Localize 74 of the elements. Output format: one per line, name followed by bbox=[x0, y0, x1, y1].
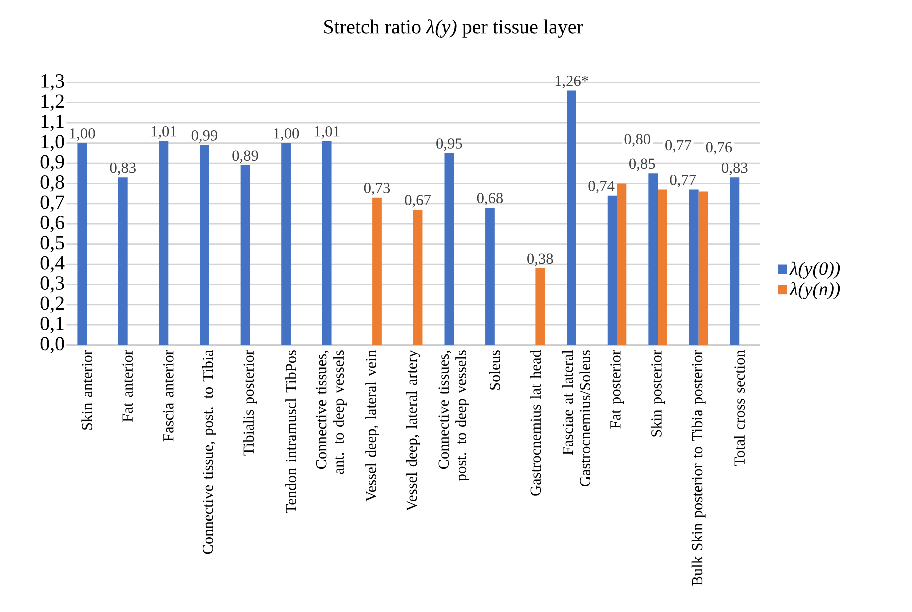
y-tick-label: 1,1 bbox=[42, 114, 64, 132]
x-tick-label: Tendon intramuscl TibPos bbox=[286, 350, 296, 514]
data-label: 1,00 bbox=[274, 128, 300, 142]
x-tick-label: Tibialis posterior bbox=[243, 350, 258, 456]
data-label: 0,89 bbox=[232, 150, 258, 164]
data-label: 0,74 bbox=[588, 181, 615, 194]
x-tick-label: Connective tissues, post. to deep vessels bbox=[438, 350, 470, 482]
y-tick-label: 0,5 bbox=[40, 236, 64, 252]
y-tick-label: 1,2 bbox=[42, 94, 64, 112]
y-tick-label: 0,7 bbox=[40, 196, 64, 212]
bar bbox=[159, 141, 169, 346]
x-tick-label: Fascia anterior bbox=[163, 350, 174, 442]
bar bbox=[730, 178, 740, 346]
data-label: 1,26* bbox=[556, 76, 588, 88]
x-tick-label: Fat anterior bbox=[122, 350, 133, 422]
x-tick-label: Gastrocnemius lat head bbox=[530, 350, 542, 496]
bar bbox=[648, 174, 658, 346]
x-tick-label: Soleus bbox=[490, 350, 500, 390]
data-label: 0,95 bbox=[436, 138, 462, 152]
y-tick-label: 0,1 bbox=[40, 316, 64, 334]
legend-label: λ(y(n)) bbox=[790, 282, 840, 300]
data-label: 0,83 bbox=[110, 162, 136, 176]
bar bbox=[200, 145, 210, 346]
bar bbox=[413, 210, 423, 346]
bar bbox=[444, 153, 454, 346]
data-label: 1,00 bbox=[70, 128, 96, 142]
data-label: 0,73 bbox=[364, 183, 390, 196]
x-tick-label: Bulk Skin posterior to Tibia posterior bbox=[692, 350, 706, 586]
bar bbox=[698, 192, 708, 346]
data-label: 0,85 bbox=[630, 158, 656, 172]
data-label: 0,83 bbox=[722, 162, 748, 176]
data-label: 1,01 bbox=[315, 126, 340, 139]
bar bbox=[118, 178, 128, 346]
x-tick-label: Vessel deep, lateral vein bbox=[366, 350, 380, 502]
bar bbox=[567, 90, 576, 346]
y-tick-label: 1,3 bbox=[42, 74, 64, 91]
chart-title: Stretch ratio λ(y) per tissue layer bbox=[324, 20, 584, 38]
y-tick-label: 0,2 bbox=[40, 296, 64, 314]
bar bbox=[322, 141, 332, 346]
x-tick-label: Connective tissues, ant. to deep vessels bbox=[316, 350, 348, 474]
bar bbox=[617, 184, 627, 346]
data-label: 0,38 bbox=[528, 254, 554, 266]
y-tick-label: 1,0 bbox=[42, 135, 64, 152]
x-tick-label: Skin posterior bbox=[651, 350, 665, 437]
bar bbox=[486, 208, 495, 346]
data-label: 0,80 bbox=[624, 134, 650, 147]
data-label: 0,99 bbox=[192, 130, 218, 144]
data-label: 1,01 bbox=[152, 126, 176, 139]
y-tick-label: 0,3 bbox=[40, 276, 64, 293]
x-tick-label: Vessel deep, lateral artery bbox=[406, 350, 420, 512]
y-tick-label: 0,8 bbox=[40, 176, 64, 192]
y-tick-label: 0,6 bbox=[40, 216, 64, 232]
data-label: 0,77 bbox=[666, 140, 692, 153]
y-tick-label: 0,4 bbox=[40, 256, 65, 273]
bar bbox=[608, 196, 618, 346]
x-tick-label: Skin anterior bbox=[82, 350, 92, 430]
bar bbox=[282, 143, 291, 346]
data-label: 0,77 bbox=[670, 174, 696, 188]
y-tick-label: 0,0 bbox=[40, 337, 64, 354]
bar bbox=[372, 198, 382, 346]
bar bbox=[536, 268, 546, 346]
x-tick-label: Total cross section bbox=[734, 350, 746, 466]
bar bbox=[240, 166, 250, 346]
bar bbox=[658, 190, 668, 346]
x-tick-label: Fasciae at lateral Gastrocnemius/Soleus bbox=[562, 350, 591, 487]
legend-label: λ(y(0)) bbox=[790, 262, 840, 280]
bar bbox=[689, 190, 699, 346]
data-label: 0,68 bbox=[477, 193, 504, 206]
x-tick-label: Fat posterior bbox=[610, 350, 624, 429]
bar bbox=[78, 143, 88, 346]
x-tick-label: Connective tissue, post. to Tibia bbox=[202, 350, 216, 554]
data-label: 0,76 bbox=[706, 142, 732, 155]
data-label: 0,67 bbox=[405, 195, 431, 208]
y-tick-label: 0,9 bbox=[40, 155, 64, 172]
